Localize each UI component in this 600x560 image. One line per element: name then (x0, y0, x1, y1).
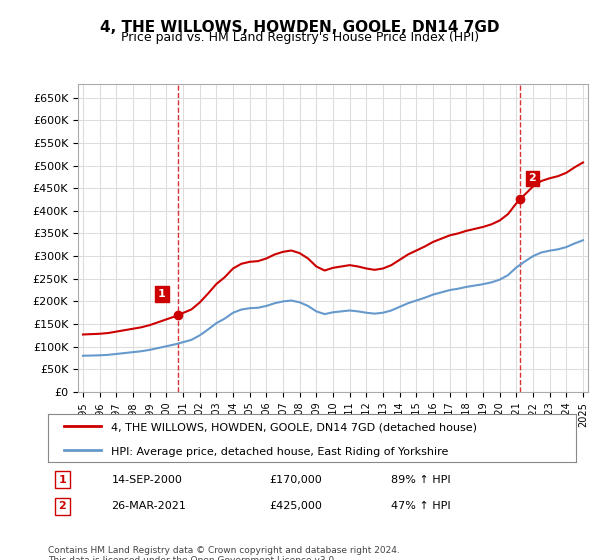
Text: £425,000: £425,000 (270, 501, 323, 511)
Text: £170,000: £170,000 (270, 474, 323, 484)
Text: 89% ↑ HPI: 89% ↑ HPI (391, 474, 451, 484)
Text: 2: 2 (59, 501, 67, 511)
Text: 2: 2 (529, 174, 536, 183)
Text: Price paid vs. HM Land Registry's House Price Index (HPI): Price paid vs. HM Land Registry's House … (121, 31, 479, 44)
Text: HPI: Average price, detached house, East Riding of Yorkshire: HPI: Average price, detached house, East… (112, 446, 449, 456)
Text: 47% ↑ HPI: 47% ↑ HPI (391, 501, 451, 511)
Text: Contains HM Land Registry data © Crown copyright and database right 2024.
This d: Contains HM Land Registry data © Crown c… (48, 546, 400, 560)
Text: 4, THE WILLOWS, HOWDEN, GOOLE, DN14 7GD: 4, THE WILLOWS, HOWDEN, GOOLE, DN14 7GD (100, 20, 500, 35)
Text: 1: 1 (158, 289, 166, 299)
Text: 14-SEP-2000: 14-SEP-2000 (112, 474, 182, 484)
Text: 26-MAR-2021: 26-MAR-2021 (112, 501, 186, 511)
Text: 4, THE WILLOWS, HOWDEN, GOOLE, DN14 7GD (detached house): 4, THE WILLOWS, HOWDEN, GOOLE, DN14 7GD … (112, 423, 478, 433)
Text: 1: 1 (59, 474, 67, 484)
